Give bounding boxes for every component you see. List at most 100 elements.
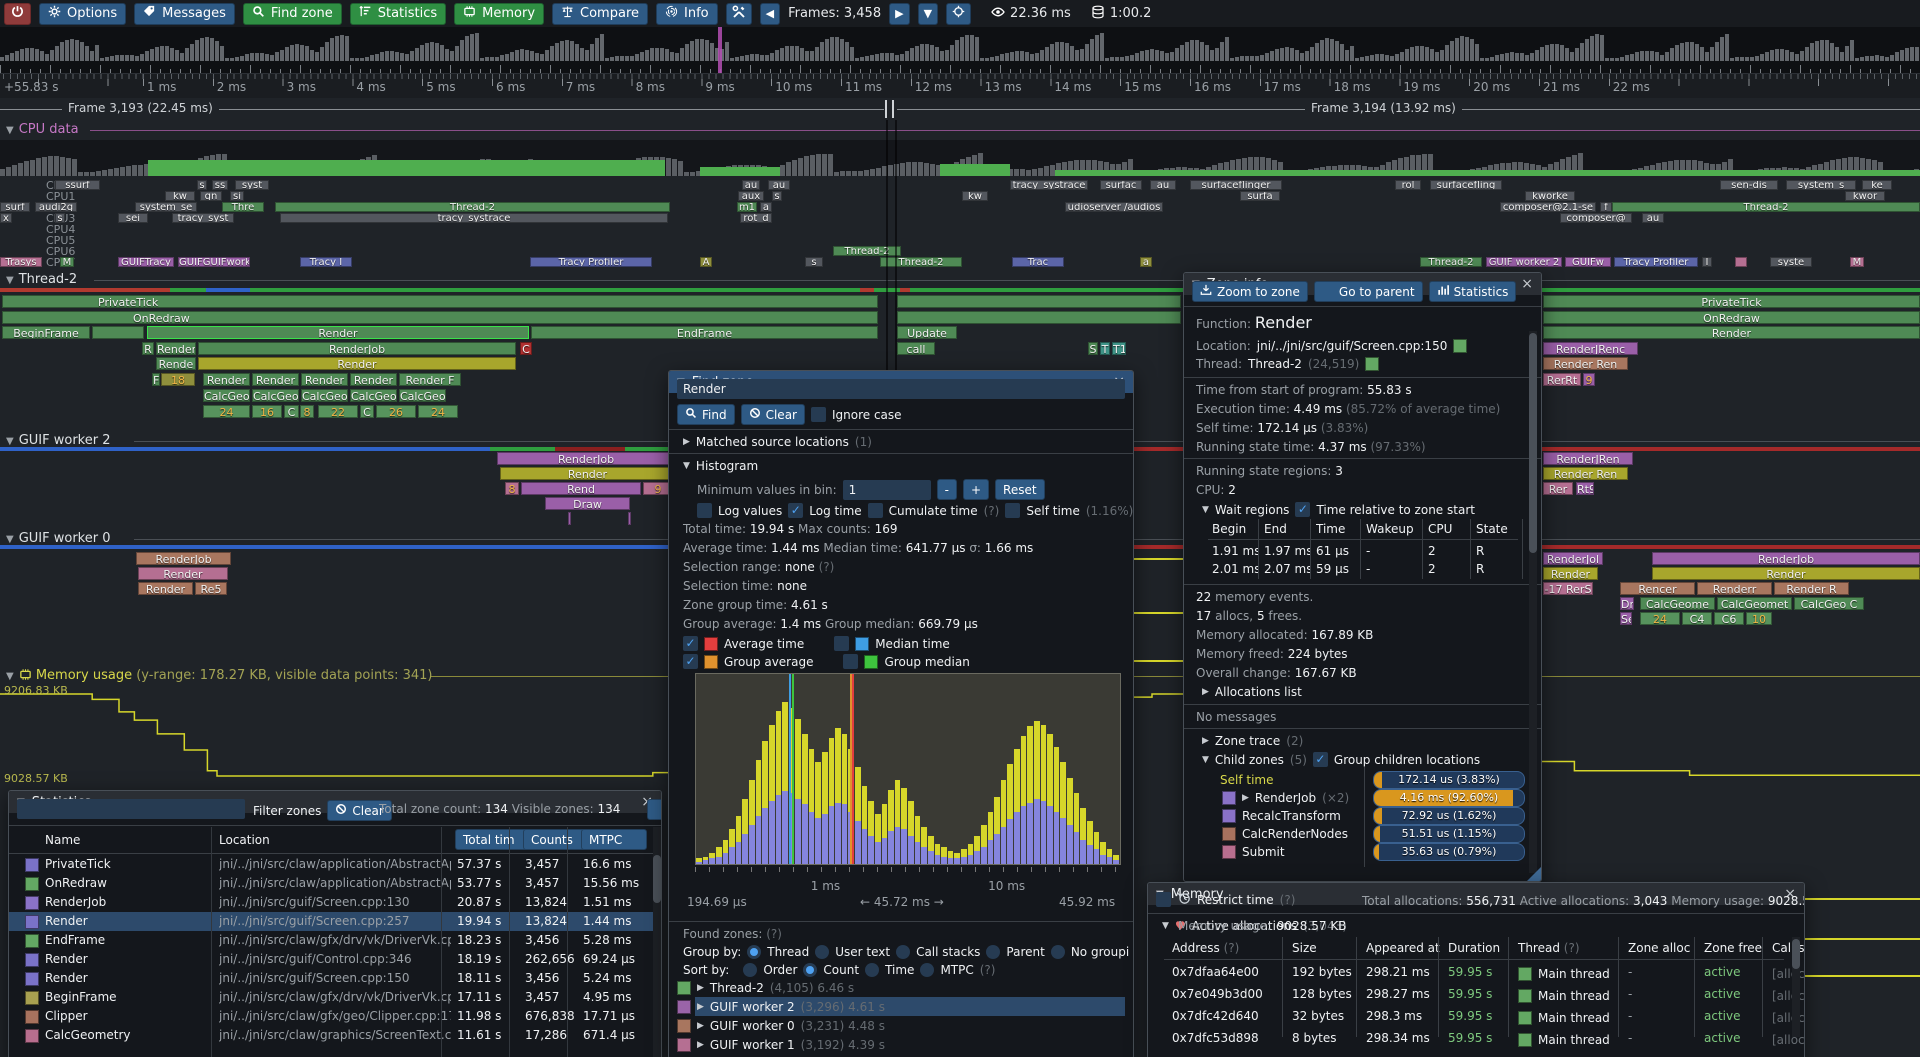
zone[interactable]: Update [897, 326, 957, 339]
collapse-icon[interactable]: ▼ [6, 275, 14, 286]
zone[interactable]: Render [156, 342, 196, 355]
zone[interactable]: call [897, 342, 935, 355]
zone[interactable]: RerRt [1543, 373, 1581, 386]
table-row[interactable]: Render jni/../jni/src/guif/Control.cpp:34… [9, 952, 653, 971]
zone[interactable]: PrivateTick [2, 295, 878, 308]
expander-icon[interactable]: ▶ [697, 1021, 704, 1031]
checkbox-log-time[interactable]: ✓ [788, 503, 804, 518]
zone[interactable]: Dra [1620, 597, 1634, 610]
close-icon[interactable]: × [1784, 886, 1796, 902]
radio-group-user-text[interactable] [815, 945, 830, 959]
cpu-zone[interactable]: Thread-2 [1420, 257, 1482, 267]
filter-input[interactable] [17, 799, 245, 819]
button-go-to-parent[interactable]: undefinedGo to parent [1313, 281, 1423, 302]
radio-group-parent[interactable] [986, 945, 1001, 959]
cpu-zone[interactable]: ss [212, 180, 228, 190]
cpu-zone[interactable]: tracy_syst [172, 213, 234, 223]
found-zone-row[interactable]: ▶ GUIF worker 1 (3,192) 4.39 s [677, 1038, 885, 1052]
zone[interactable]: Render [138, 582, 193, 595]
zone[interactable]: 24 [1640, 612, 1680, 625]
button-statistics[interactable]: Statistics [1428, 281, 1517, 302]
memory-titlebar[interactable]: ▼ Memory × [1148, 883, 1804, 905]
checkbox-log-values[interactable] [697, 503, 712, 518]
zone[interactable]: OnRedraw [2, 311, 878, 324]
expander-icon[interactable]: ▶ [697, 1002, 704, 1012]
cpu-zone[interactable]: Thread-2 [833, 246, 901, 256]
options-button[interactable]: Options [39, 2, 127, 25]
table-row[interactable]: BeginFrame jni/../jni/src/claw/gfx/drv/vk… [9, 990, 653, 1009]
expander-icon[interactable]: ▶ [1202, 687, 1209, 697]
zone[interactable]: C [360, 405, 374, 418]
expander-icon[interactable]: ▶ [697, 983, 704, 993]
zone[interactable]: Re5 [195, 582, 227, 595]
zone[interactable]: CalcGeo [350, 389, 397, 402]
cpu-zone[interactable]: surf [0, 202, 30, 212]
increment-button[interactable]: + [962, 479, 990, 500]
active-allocations-row[interactable]: ▼ ♥ Active allocations (3,043) Memory usage:… [1162, 919, 1347, 933]
cpu-zone[interactable]: system_s [1786, 180, 1856, 190]
radio-sort-count[interactable] [803, 963, 818, 977]
histogram-canvas[interactable] [695, 673, 1121, 865]
cpu-zone[interactable]: GUIF worker 2 [1486, 257, 1562, 267]
cpu-zone[interactable]: Thread-2 [275, 202, 670, 212]
cpu-data-header[interactable]: ▼ CPU data [6, 122, 79, 137]
zone[interactable]: CalcGeo C [1794, 597, 1864, 610]
search-input[interactable]: Render [677, 379, 1125, 399]
table-row[interactable]: CalcGeometry jni/../jni/src/claw/graphics… [9, 1028, 653, 1047]
zone[interactable]: RenderJRenc [1543, 342, 1638, 355]
call-stack-cell[interactable]: [alloc] [free] [1772, 967, 1804, 981]
expander-icon[interactable]: ▼ [1202, 504, 1209, 515]
zone[interactable]: Render [1543, 567, 1598, 580]
restrict-time-checkbox[interactable] [1156, 892, 1171, 907]
zone[interactable]: Render [1652, 567, 1920, 580]
expander-icon[interactable]: ▶ [683, 437, 690, 447]
cpu-zone[interactable]: a [1140, 257, 1152, 267]
found-zone-row[interactable]: ▶ Thread-2 (4,105) 6.46 s [677, 981, 854, 995]
zone[interactable]: RenderJRen [1543, 452, 1633, 465]
cpu-zone[interactable]: GUIFGUIFwork [178, 257, 250, 267]
find-button[interactable]: Find [677, 404, 735, 425]
memory-usage-header[interactable]: ▼ Memory usage (y-range: 178.27 KB, visi… [6, 668, 433, 685]
clear-filter-button[interactable]: Clear [327, 800, 392, 821]
zone[interactable]: F [152, 373, 160, 386]
cpu-zone[interactable]: Thre [222, 202, 264, 212]
cpu-zone[interactable]: A [700, 257, 712, 267]
cpu-zone[interactable]: rot_d [740, 213, 772, 223]
radio-sort-time[interactable] [865, 963, 880, 977]
cpu-zone[interactable]: rol [1395, 180, 1421, 190]
cpu-zone[interactable]: aux [738, 191, 764, 201]
cpu-zone[interactable]: kworke [1525, 191, 1575, 201]
min-bin-input[interactable]: 1 [842, 479, 931, 500]
sort-column-mtpc[interactable]: MTPC [581, 829, 647, 850]
cpu-zone[interactable]: au [1642, 213, 1664, 223]
call-stack-cell[interactable]: [alloc] [free] [1772, 1033, 1804, 1047]
zone[interactable]: 24 [203, 405, 250, 418]
zone[interactable]: CalcGeome [252, 389, 299, 402]
cpu-zone[interactable]: M [60, 257, 74, 267]
cpu-zone[interactable]: au [1150, 180, 1176, 190]
expander-icon[interactable]: ▶ [1242, 793, 1249, 803]
cpu-zone[interactable]: M [1850, 257, 1864, 267]
zone[interactable]: CalcGeomet [1717, 597, 1792, 610]
zone[interactable]: CalcGeo [301, 389, 348, 402]
partial-button[interactable] [647, 799, 661, 820]
cpu-zone[interactable]: composer@2.1-se [1500, 202, 1596, 212]
zone[interactable]: PrivateTick [1543, 295, 1920, 308]
cpu-zone[interactable]: gn [200, 191, 222, 201]
zone[interactable]: Render [198, 357, 516, 370]
scrollbar-thumb[interactable] [653, 855, 661, 903]
cpu-zone[interactable]: syste [1770, 257, 1812, 267]
cpu-zone[interactable]: m1 [737, 202, 757, 212]
cpu-zone[interactable]: surfacefling [1430, 180, 1502, 190]
zone[interactable]: S [1088, 342, 1098, 355]
zone[interactable] [897, 311, 1181, 324]
radio-group-call-stacks[interactable] [896, 945, 911, 959]
zone[interactable]: Render Ren [1543, 467, 1628, 480]
tools-button[interactable] [725, 2, 752, 25]
cpu-zone[interactable]: tracy_systrace [1010, 180, 1088, 190]
scrollbar-thumb[interactable] [1529, 333, 1537, 553]
zone[interactable]: T [1100, 342, 1110, 355]
sort-column-counts[interactable]: Counts [523, 829, 591, 850]
cpu-zone[interactable]: surfa [1240, 191, 1280, 201]
zone[interactable]: Render [301, 373, 348, 386]
